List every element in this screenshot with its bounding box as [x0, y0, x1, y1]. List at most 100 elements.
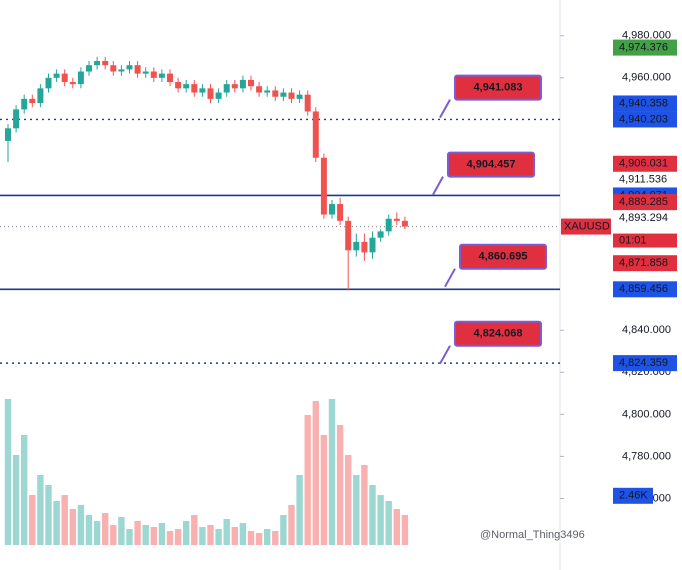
volume-bar: [158, 523, 166, 545]
price-badge: [613, 194, 677, 211]
volume-bar: [102, 513, 109, 545]
volume-bar: [280, 515, 287, 545]
price-badge-label: 4,824.359: [619, 357, 668, 369]
volume-bar: [215, 529, 222, 545]
volume-bar: [166, 531, 174, 545]
candle-body: [304, 94, 311, 112]
volume-bar: [29, 495, 36, 545]
price-badge-label: 4,871.858: [619, 257, 668, 269]
volume-bar: [223, 519, 230, 545]
price-badge-label: 4,859.456: [619, 283, 668, 295]
callout-label: 4,824.068: [474, 328, 523, 340]
candle-body: [264, 90, 271, 93]
volume-bar: [247, 531, 255, 545]
callout-box: [459, 243, 547, 270]
volume-bar: [93, 521, 101, 545]
candle-body: [45, 77, 52, 89]
volume-bar: [21, 435, 28, 545]
volume-bar: [69, 509, 76, 545]
y-tick-label: 4,980.000: [622, 30, 671, 42]
candle-body: [280, 92, 287, 97]
volume-bar: [199, 527, 206, 545]
volume-bar: [134, 521, 141, 545]
volume-bar: [296, 475, 303, 545]
volume-bar: [118, 517, 125, 545]
price-badge: [613, 111, 677, 128]
volume-bar: [304, 415, 311, 545]
volume-bar: [207, 525, 214, 545]
candle-body: [288, 92, 295, 99]
candle-body: [248, 79, 254, 87]
callout-pointer: [439, 345, 451, 365]
callout-box: [454, 74, 542, 101]
volume-bar: [288, 505, 295, 545]
volume-bar: [126, 529, 133, 545]
callout-label: 4,941.083: [474, 82, 523, 94]
volume-bar: [37, 475, 44, 545]
price-badge-label: 4,940.358: [619, 97, 668, 109]
callout-box: [454, 320, 542, 347]
price-badge: [613, 95, 677, 112]
candle-body: [191, 84, 198, 93]
candle-body: [207, 88, 214, 99]
volume-bar: [320, 435, 328, 545]
candle-body: [77, 71, 84, 85]
volume-badge-label: 2.46K: [619, 490, 648, 502]
symbol-badge: [561, 218, 611, 235]
price-badge-label: 4,906.031: [619, 158, 668, 170]
candle-body: [345, 220, 352, 251]
candle-body: [61, 73, 68, 83]
price-badge: [613, 255, 677, 272]
candle-body: [21, 98, 28, 110]
volume-bar: [385, 501, 392, 545]
volume-bar: [336, 425, 344, 545]
candle-body: [37, 88, 44, 104]
volume-bar: [150, 527, 157, 545]
callout-box: [447, 151, 535, 178]
volume-bar: [272, 531, 279, 545]
volume-bar: [393, 509, 400, 545]
volume-bar: [53, 501, 60, 545]
candle-body: [401, 220, 408, 227]
price-badge: [613, 281, 677, 298]
volume-badge: [613, 487, 653, 504]
candle-body: [320, 157, 327, 215]
candle-body: [393, 218, 400, 221]
volume-bar: [264, 529, 271, 545]
countdown-badge: [613, 233, 677, 248]
candle-body: [102, 60, 109, 66]
volume-bar: [312, 401, 319, 545]
volume-bar: [12, 455, 20, 545]
y-tick-label: 4,840.000: [622, 324, 671, 336]
candle-body: [126, 65, 133, 70]
candle-body: [231, 84, 238, 89]
callout-pointer: [439, 99, 451, 119]
volume-bar: [142, 525, 149, 545]
volume-bar: [77, 505, 85, 545]
watermark: @Normal_Thing3496: [480, 529, 585, 541]
candle-body: [183, 84, 190, 89]
volume-bar: [85, 515, 93, 545]
candle-body: [158, 73, 165, 78]
candle-body: [167, 73, 173, 83]
volume-bar: [239, 523, 247, 545]
candle-body: [361, 241, 368, 253]
candle-body: [86, 65, 92, 72]
volume-bar: [4, 399, 12, 545]
candle-body: [13, 109, 20, 129]
candle-body: [369, 237, 376, 253]
candle-body: [215, 92, 222, 99]
candle-body: [142, 71, 149, 74]
volume-bar: [361, 465, 368, 545]
callout-label: 4,904.457: [467, 159, 516, 171]
candle-body: [353, 241, 360, 251]
candle-body: [296, 94, 303, 99]
candle-body: [329, 204, 335, 215]
volume-bar: [110, 525, 117, 545]
volume-bar: [401, 515, 409, 545]
volume-bar: [369, 485, 376, 545]
volume-bar: [231, 527, 238, 545]
candle-body: [134, 65, 141, 74]
